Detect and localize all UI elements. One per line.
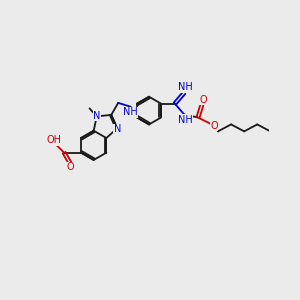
Text: N: N <box>113 124 121 134</box>
Text: O: O <box>66 162 74 172</box>
Text: NH: NH <box>178 115 192 125</box>
Text: NH: NH <box>123 107 138 117</box>
Text: O: O <box>200 95 207 105</box>
Text: O: O <box>210 121 218 131</box>
Text: OH: OH <box>46 135 61 145</box>
Text: NH: NH <box>178 82 192 92</box>
Text: N: N <box>93 111 100 121</box>
